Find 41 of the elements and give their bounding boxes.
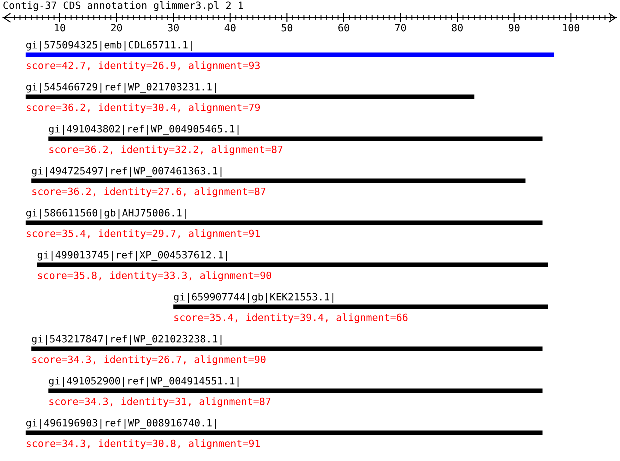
y-tick-label: gi|575094325|emb|CDL65711.1| [26,41,192,51]
annotation: score=34.3, identity=26.7, alignment=90 [32,356,266,366]
y-tick-label: gi|659907744|gb|KEK21553.1| [174,293,334,303]
x-tick-label: 60 [338,24,350,32]
y-tick-label: gi|586611560|gb|AHJ75006.1| [26,209,186,219]
x-tick-label: 70 [395,24,406,32]
bar [37,262,548,268]
annotation: score=35.4, identity=29.7, alignment=91 [26,230,260,240]
annotation: score=36.2, identity=32.2, alignment=87 [50,146,283,156]
y-tick-label: gi|499013745|ref|XP_004537612.1| [38,251,228,261]
x-tick-label: 40 [224,24,236,32]
chart-title: Contig-37_CDS_annotation_glimmer3.pl_2_1 [4,1,244,12]
bar [26,52,554,58]
bar [26,220,543,226]
annotation: score=35.4, identity=39.4, alignment=66 [174,314,408,324]
x-tick-label: 10 [55,24,66,32]
bar [48,136,543,142]
bar [26,94,475,100]
y-tick-label: gi|491052900|ref|WP_004914551.1| [49,377,239,387]
x-tick-label: 20 [112,24,122,32]
x-tick-label: 30 [168,24,179,32]
x-tick-label: 50 [282,24,293,32]
y-tick-label: gi|491043802|ref|WP_004905465.1| [49,125,239,135]
annotation: score=42.7, identity=26.9, alignment=93 [26,62,260,72]
annotation: score=36.2, identity=27.6, alignment=87 [32,188,266,198]
y-tick-label: gi|494725497|ref|WP_007461363.1| [32,167,222,177]
bar [174,304,548,310]
bar [48,388,543,394]
y-tick-label: gi|545466729|ref|WP_021703231.1| [26,83,216,93]
bar [26,430,543,436]
annotation: score=34.3, identity=31, alignment=87 [50,398,271,408]
x-tick-label: 80 [452,24,463,32]
annotation: score=36.2, identity=30.4, alignment=79 [26,104,260,114]
annotation: score=35.8, identity=33.3, alignment=90 [38,272,272,282]
x-tick-label: 90 [508,24,520,32]
annotation: score=34.3, identity=30.8, alignment=91 [26,440,260,450]
bar [32,178,526,184]
bar [32,346,543,352]
y-tick-label: gi|496196903|ref|WP_008916740.1| [26,419,216,429]
y-tick-label: gi|543217847|ref|WP_021023238.1| [32,335,222,345]
x-tick-label: 100 [563,24,580,32]
